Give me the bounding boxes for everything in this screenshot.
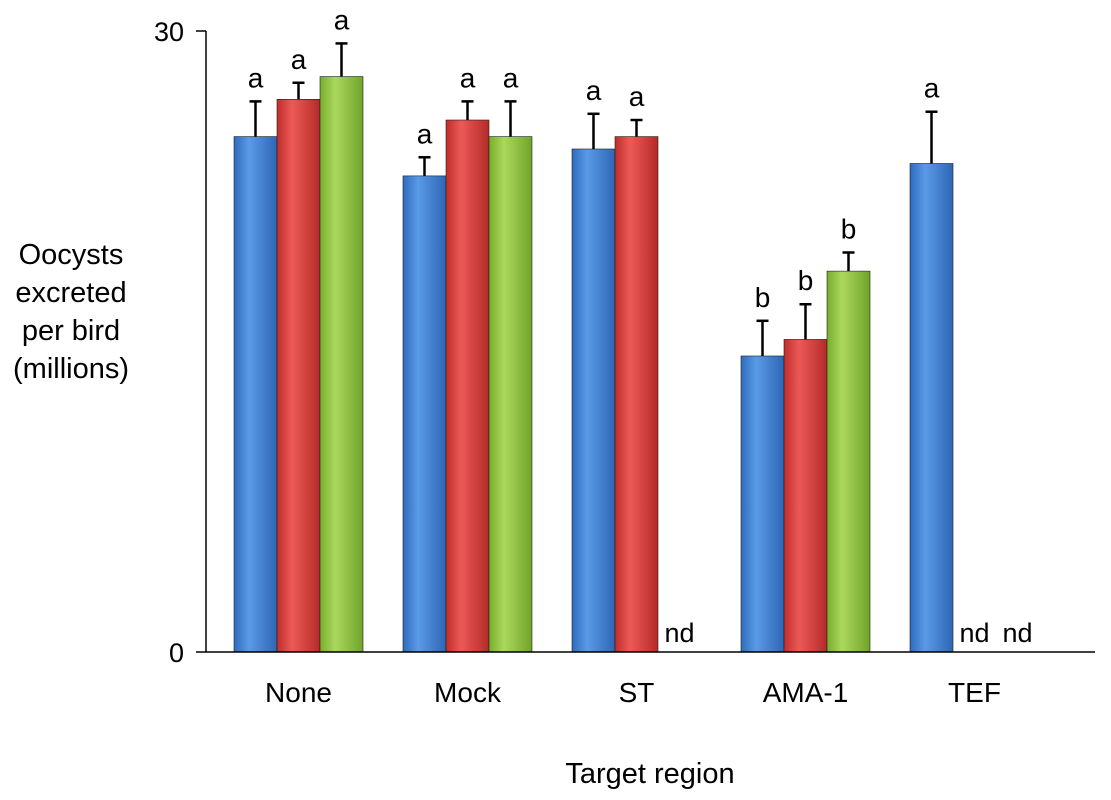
x-tick-label-4: TEF	[948, 677, 1001, 708]
bar	[740, 355, 785, 653]
significance-letter: a	[924, 73, 940, 104]
bar	[488, 136, 533, 653]
x-axis-label: Target region	[565, 758, 735, 790]
y-tick-label-bottom: 0	[169, 638, 184, 668]
significance-letter: b	[755, 282, 771, 313]
significance-letter: a	[460, 62, 476, 93]
bar	[402, 175, 447, 653]
significance-letter: a	[503, 62, 519, 93]
significance-letter: a	[248, 62, 264, 93]
bar	[319, 76, 364, 653]
not-determined-label: nd	[1002, 618, 1032, 648]
bar	[276, 99, 321, 653]
significance-letter: a	[291, 44, 307, 75]
significance-letter: a	[334, 4, 350, 35]
x-tick-label-1: Mock	[434, 677, 502, 708]
bar	[614, 136, 659, 653]
significance-letter: b	[798, 265, 814, 296]
y-tick-label-top: 30	[154, 17, 184, 47]
bar	[909, 163, 954, 653]
bar	[826, 270, 871, 653]
significance-letter: a	[586, 75, 602, 106]
significance-letter: b	[841, 213, 857, 244]
bar	[445, 119, 490, 653]
bar	[571, 148, 616, 653]
significance-letter: a	[629, 81, 645, 112]
significance-letter: a	[417, 118, 433, 149]
x-tick-label-3: AMA-1	[763, 677, 849, 708]
bar	[783, 339, 828, 653]
x-tick-label-2: ST	[619, 677, 655, 708]
y-axis-label: Oocysts excreted per bird (millions)	[13, 239, 129, 385]
not-determined-label: nd	[664, 618, 694, 648]
not-determined-label: nd	[959, 618, 989, 648]
x-tick-label-0: None	[265, 677, 332, 708]
bar	[233, 136, 278, 653]
